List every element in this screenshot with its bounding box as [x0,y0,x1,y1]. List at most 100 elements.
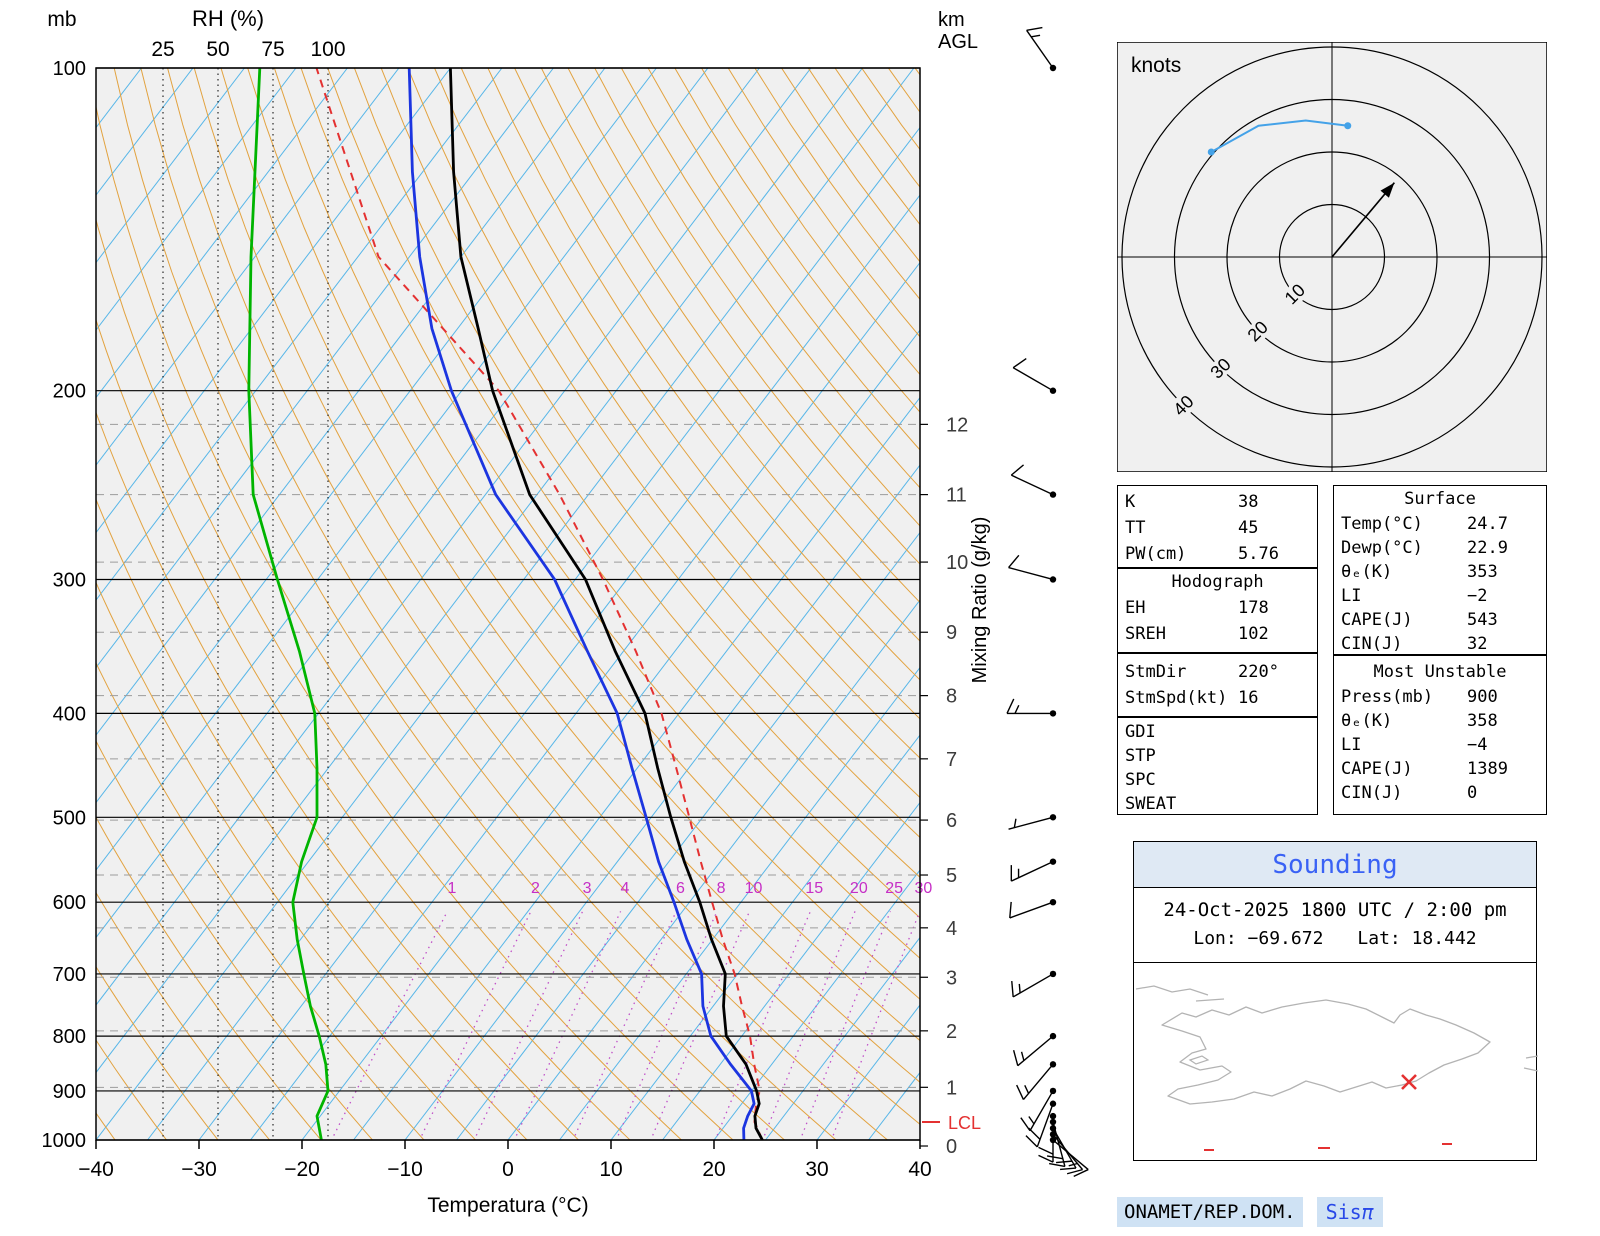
svg-text:−30: −30 [181,1158,217,1181]
svg-text:km: km [938,9,965,31]
svg-text:9: 9 [946,622,957,644]
stat-value [1238,720,1310,744]
svg-text:6: 6 [946,810,957,832]
stat-value: 102 [1238,624,1269,644]
table-row: StmSpd(kt) 16 [1118,685,1317,711]
hispaniola-coastline [1161,999,1491,1105]
svg-text:100: 100 [53,58,86,80]
svg-text:200: 200 [53,381,86,403]
table-row: LI −2 [1334,584,1546,608]
hodograph-trace [1210,119,1348,153]
svg-text:4: 4 [946,918,957,940]
storm-motion-box: StmDir 220° StmSpd(kt) 16 [1117,653,1318,717]
svg-text:15: 15 [805,880,823,897]
table-row: CIN(J) 32 [1334,632,1546,654]
stat-label: SPC [1125,770,1156,790]
temperature-curve [449,68,764,1140]
sounding-panel: Sounding 24-Oct-2025 1800 UTC / 2:00 pm … [1133,841,1539,1161]
stat-label: CIN(J) [1341,783,1403,803]
svg-text:1000: 1000 [42,1130,87,1152]
stat-label: STP [1125,746,1156,766]
stat-label: Temp(°C) [1341,514,1423,534]
table-row: SWEAT [1118,792,1317,814]
background-grid [96,68,920,1140]
parcel-curve [315,68,764,1140]
stat-label: PW(cm) [1125,544,1187,564]
stat-value [1238,768,1310,792]
svg-text:11: 11 [946,485,967,507]
pi-symbol: π [1361,1200,1374,1224]
indices-box: K 38 TT 45 PW(cm) 5.76 [1117,485,1318,568]
table-row: SREH 102 [1118,621,1317,647]
stat-value: 220° [1238,662,1279,682]
svg-text:8: 8 [717,880,726,897]
stat-label: TT [1125,518,1146,538]
hodograph-stats-box: Hodograph EH 178 SREH 102 [1117,568,1318,653]
stat-value: 1389 [1467,759,1508,779]
stat-label: Dewp(°C) [1341,538,1423,558]
table-row: Temp(°C) 24.7 [1334,512,1546,536]
stat-value: 38 [1238,492,1259,512]
footer: ONAMET/REP.DOM. Sisπ [1117,1197,1383,1227]
svg-text:LCL: LCL [948,1113,981,1133]
stat-label: CAPE(J) [1341,759,1413,779]
stat-label: EH [1125,598,1146,618]
box-title: Surface [1404,489,1476,509]
svg-text:500: 500 [53,807,86,829]
table-row: TT 45 [1118,515,1317,541]
svg-text:4: 4 [621,880,630,897]
plot-background [96,68,920,1140]
stat-value: −2 [1467,586,1488,606]
table-row: Press(mb) 900 [1334,685,1546,709]
stat-label: GDI [1125,722,1156,742]
wind-barb-column [1006,26,1089,1177]
sounding-coords: Lon: −69.672 Lat: 18.442 [1134,928,1536,950]
stat-label: SWEAT [1125,794,1177,814]
stat-label: CAPE(J) [1341,610,1413,630]
table-row: STP [1118,744,1317,768]
svg-text:RH (%): RH (%) [192,6,264,31]
stat-value: 353 [1467,562,1498,582]
svg-text:2: 2 [946,1021,957,1043]
svg-text:5: 5 [946,865,957,887]
stat-label: LI [1341,586,1362,606]
svg-text:100: 100 [310,38,345,61]
table-row: LI −4 [1334,733,1546,757]
table-row: K 38 [1118,489,1317,515]
table-row: CIN(J) 0 [1334,781,1546,805]
knots-label: knots [1131,54,1181,77]
svg-text:30: 30 [805,1158,828,1181]
sounding-title: Sounding [1134,842,1536,888]
svg-text:30: 30 [915,880,933,897]
svg-text:0: 0 [502,1158,514,1181]
svg-text:10: 10 [745,880,763,897]
svg-text:−20: −20 [284,1158,320,1181]
stat-value: 358 [1467,711,1498,731]
brand-text: Sis [1325,1200,1362,1224]
stat-label: CIN(J) [1341,634,1403,654]
svg-text:8: 8 [946,686,957,708]
svg-text:400: 400 [53,703,86,725]
svg-text:3: 3 [583,880,592,897]
svg-text:50: 50 [206,38,229,61]
table-row: θₑ(K) 358 [1334,709,1546,733]
stat-value: 178 [1238,598,1269,618]
stat-label: LI [1341,735,1362,755]
hodograph-panel: 10 20 30 40 knots [1116,41,1548,473]
sounding-datetime: 24-Oct-2025 1800 UTC / 2:00 pm [1163,899,1507,921]
most-unstable-box: Most Unstable Press(mb) 900 θₑ(K) 358 LI −4… [1333,655,1547,815]
stat-label: StmDir [1125,662,1187,682]
svg-text:20: 20 [850,880,868,897]
table-row: SPC [1118,768,1317,792]
svg-text:Mixing Ratio (g/kg): Mixing Ratio (g/kg) [969,517,991,684]
svg-text:12: 12 [946,414,968,436]
table-row: PW(cm) 5.76 [1118,541,1317,567]
sounding-info: 24-Oct-2025 1800 UTC / 2:00 pm Lon: −69.… [1134,888,1536,963]
sounding-map [1134,963,1539,1158]
svg-text:40: 40 [908,1158,931,1181]
rh-curve [247,68,330,1140]
box-title: Most Unstable [1373,662,1507,682]
svg-text:600: 600 [53,892,86,914]
